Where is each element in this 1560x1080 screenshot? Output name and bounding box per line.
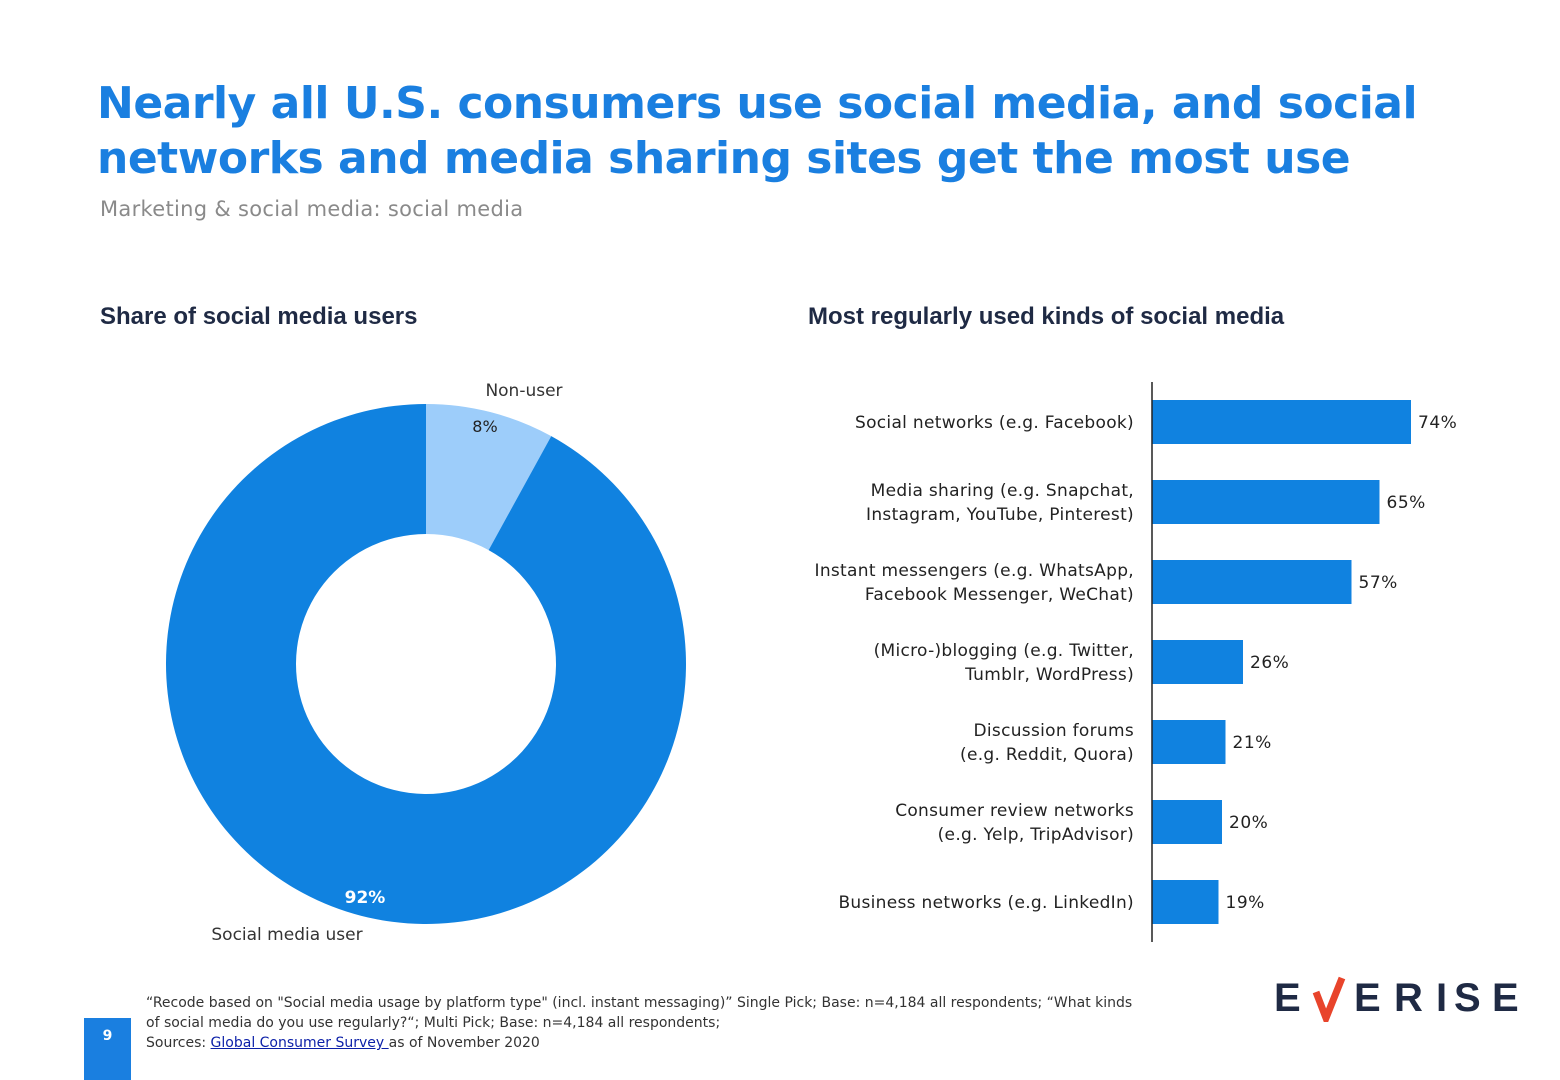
category-label-4-1: (e.g. Reddit, Quora) [960, 745, 1134, 765]
category-label-4-0: Discussion forums [974, 721, 1134, 741]
category-label-5-0: Consumer review networks [895, 801, 1134, 821]
bar-1 [1152, 480, 1380, 524]
bar-4 [1152, 720, 1226, 764]
slice-value-non-user: 8% [472, 417, 497, 436]
donut-chart: Non-user 8% 92% Social media user [165, 381, 687, 945]
slice-value-user: 92% [345, 888, 386, 908]
donut-slice-0 [426, 404, 552, 551]
bar-value-label-3: 26% [1250, 653, 1289, 673]
bar-value-label-2: 57% [1359, 573, 1398, 593]
footnote: “Recode based on "Social media usage by … [146, 993, 1146, 1053]
slice-label-user: Social media user [211, 925, 362, 945]
page-subtitle: Marketing & social media: social media [100, 197, 524, 221]
category-label-6-0: Business networks (e.g. LinkedIn) [838, 893, 1134, 913]
category-label-1-1: Instagram, YouTube, Pinterest) [866, 505, 1134, 525]
page-number: 9 [84, 1018, 131, 1080]
bar-value-label-1: 65% [1387, 493, 1426, 513]
sources-prefix: Sources: [146, 1035, 211, 1051]
bar-chart: 74% Social networks (e.g. Facebook) 65% Med… [815, 382, 1457, 942]
bar-5 [1152, 800, 1222, 844]
donut-chart-title: Share of social media users [100, 303, 418, 330]
sources-link[interactable]: Global Consumer Survey [210, 1035, 389, 1051]
category-label-3-1: Tumblr, WordPress) [964, 665, 1134, 685]
category-label-2-1: Facebook Messenger, WeChat) [865, 585, 1134, 605]
bar-value-label-5: 20% [1229, 813, 1268, 833]
bar-6 [1152, 880, 1219, 924]
category-label-5-1: (e.g. Yelp, TripAdvisor) [938, 825, 1134, 845]
category-label-2-0: Instant messengers (e.g. WhatsApp, [815, 561, 1134, 581]
bar-value-label-4: 21% [1233, 733, 1272, 753]
page-title: Nearly all U.S. consumers use social med… [97, 78, 1418, 184]
slice-label-non-user: Non-user [485, 381, 562, 401]
footnote-text: “Recode based on "Social media usage by … [146, 995, 1133, 1031]
category-label-0-0: Social networks (e.g. Facebook) [855, 413, 1134, 433]
bar-3 [1152, 640, 1243, 684]
everise-logo: E E R I S E [1274, 976, 1527, 1028]
logo-check-icon [1312, 976, 1346, 1028]
bar-value-label-6: 19% [1226, 893, 1265, 913]
donut-slice-1 [165, 404, 687, 924]
bar-0 [1152, 400, 1411, 444]
bar-chart-title: Most regularly used kinds of social medi… [808, 303, 1285, 330]
bar-value-label-0: 74% [1418, 413, 1457, 433]
category-label-3-0: (Micro-)blogging (e.g. Twitter, [874, 641, 1134, 661]
sources-suffix: as of November 2020 [388, 1035, 540, 1051]
bar-2 [1152, 560, 1352, 604]
category-label-1-0: Media sharing (e.g. Snapchat, [871, 481, 1134, 501]
